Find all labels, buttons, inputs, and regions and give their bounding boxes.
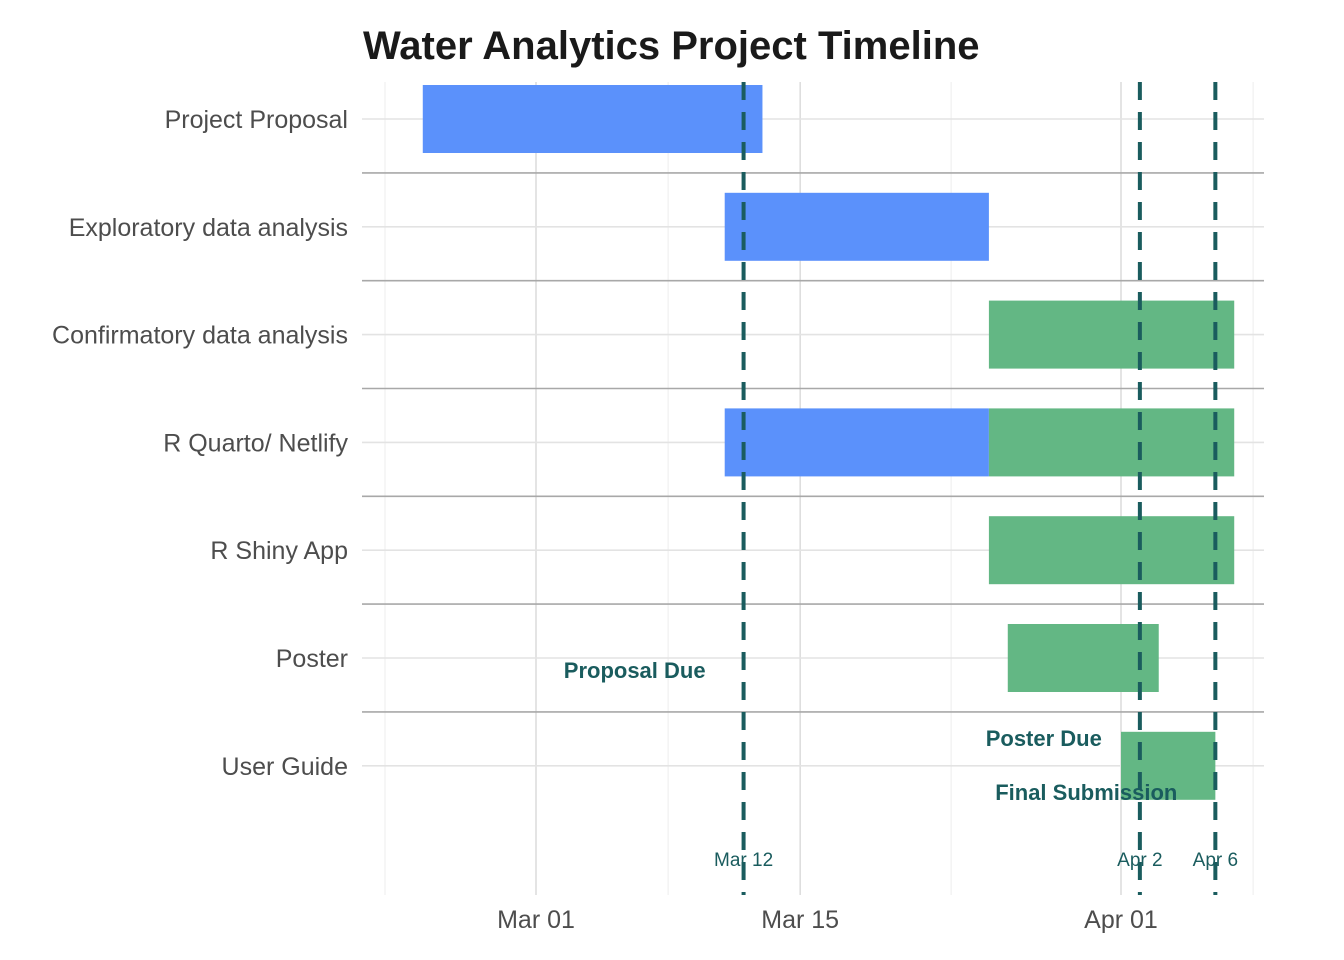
task-bar: [724, 408, 989, 477]
deadline-date-label: Mar 12: [714, 850, 773, 871]
task-bars: [422, 85, 1235, 800]
task-bar: [988, 408, 1235, 477]
task-bar: [1121, 731, 1216, 800]
task-bar: [422, 85, 763, 153]
task-bar: [1007, 624, 1159, 692]
x-tick-label: Mar 01: [497, 906, 575, 934]
x-tick-label: Apr 01: [1084, 906, 1158, 934]
deadline-name-label: Final Submission: [995, 780, 1177, 805]
task-label: Project Proposal: [165, 106, 348, 134]
task-label: Confirmatory data analysis: [52, 322, 348, 350]
deadline-date-label: Apr 2: [1117, 850, 1162, 871]
chart-title: Water Analytics Project Timeline: [363, 24, 980, 68]
task-bar: [988, 300, 1235, 369]
x-tick-label: Mar 15: [761, 906, 839, 934]
deadline-date-label: Apr 6: [1193, 850, 1238, 871]
task-labels: Project Proposal Exploratory data analysi…: [52, 106, 348, 781]
task-label: R Shiny App: [210, 537, 348, 565]
task-label: R Quarto/ Netlify: [163, 429, 348, 457]
deadline-name-label: Poster Due: [986, 726, 1102, 751]
task-label: User Guide: [222, 753, 348, 781]
deadline-name-label: Proposal Due: [564, 658, 706, 683]
deadline-lines: Mar 12 Apr 2 Apr 6 Proposal Due Poster Due Fi…: [564, 82, 1238, 895]
task-bar: [724, 192, 989, 261]
task-label: Poster: [276, 645, 348, 673]
x-axis-ticks: Mar 01 Mar 15 Apr 01: [497, 906, 1158, 934]
row-separators: [362, 172, 1264, 713]
task-bar: [988, 516, 1235, 585]
task-label: Exploratory data analysis: [69, 214, 348, 242]
